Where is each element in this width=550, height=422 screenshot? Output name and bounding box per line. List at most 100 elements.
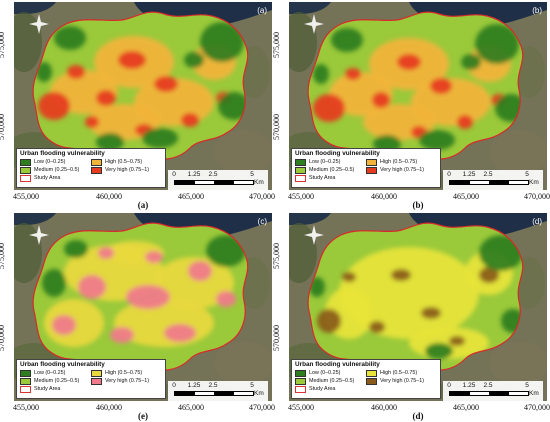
x-tick-label: 460,000 [96, 192, 122, 201]
x-tick-label: 465,000 [453, 403, 479, 412]
vulnerability-map [14, 2, 272, 190]
scale-tick: 1.25 [462, 171, 476, 178]
legend-study-area: Study Area [309, 386, 336, 392]
x-tick-label: 470,000 [249, 192, 275, 201]
scale-tick: 0 [447, 171, 451, 178]
legend-title: Urban flooding vulnerability [295, 150, 380, 157]
legend-low: Low (0–0.25) [309, 370, 341, 376]
x-tick-label: 455,000 [288, 403, 314, 412]
y-tick-label: 575,000 [272, 243, 281, 269]
panel-caption: (a) [137, 200, 149, 210]
x-tick-label: 455,000 [13, 403, 39, 412]
panel-label: (b) [532, 6, 542, 15]
panel-label: (d) [532, 217, 542, 226]
map-panel-c: (c) 575,000 570,000 455,000 460,000 465,… [0, 211, 275, 422]
legend-swatch-high [366, 369, 377, 377]
y-tick-label: 570,000 [0, 325, 6, 351]
legend-medium: Medium (0.25–0.5) [34, 378, 80, 384]
scale-tick: 2.5 [483, 171, 493, 178]
legend-high: High (0.5–0.75) [105, 370, 143, 376]
legend-swatch-study-area [20, 385, 31, 393]
scale-unit: Km [254, 179, 264, 186]
map-legend: Urban flooding vulnerability Low (0–0.25… [291, 148, 441, 188]
scale-unit: Km [529, 390, 539, 397]
x-tick-label: 470,000 [524, 403, 550, 412]
scale-tick: 2.5 [208, 382, 218, 389]
legend-swatch-study-area [295, 385, 306, 393]
legend-swatch-low [20, 158, 31, 166]
x-tick-label: 465,000 [178, 192, 204, 201]
scale-tick: 2.5 [208, 171, 218, 178]
y-tick-label: 570,000 [272, 325, 281, 351]
legend-swatch-low [295, 369, 306, 377]
y-tick-label: 570,000 [0, 114, 6, 140]
legend-medium: Medium (0.25–0.5) [34, 167, 80, 173]
panel-caption: (b) [412, 200, 424, 210]
legend-swatch-high [91, 369, 102, 377]
panel-label: (a) [257, 6, 267, 15]
legend-high: High (0.5–0.75) [380, 370, 418, 376]
legend-swatch-medium [295, 377, 306, 385]
legend-very-high: Very high (0.75–1) [105, 378, 150, 384]
scale-unit: Km [254, 390, 264, 397]
legend-swatch-study-area [295, 174, 306, 182]
legend-swatch-low [20, 369, 31, 377]
map-panel-a: (a) 575,000 570,000 455,000 460,000 465,… [0, 0, 275, 211]
legend-swatch-high [366, 158, 377, 166]
x-tick-label: 460,000 [371, 403, 397, 412]
legend-swatch-very-high [366, 377, 377, 385]
legend-study-area: Study Area [34, 175, 61, 181]
scale-tick: 5 [250, 382, 254, 389]
scale-bar: 0 1.25 2.5 5 Km [443, 381, 543, 401]
x-tick-label: 460,000 [371, 192, 397, 201]
legend-low: Low (0–0.25) [34, 370, 66, 376]
legend-title: Urban flooding vulnerability [295, 361, 380, 368]
legend-low: Low (0–0.25) [34, 159, 66, 165]
x-tick-label: 470,000 [524, 192, 550, 201]
legend-medium: Medium (0.25–0.5) [309, 378, 355, 384]
legend-swatch-study-area [20, 174, 31, 182]
map-legend: Urban flooding vulnerability Low (0–0.25… [16, 148, 166, 188]
map-panel-d: (d) 575,000 570,000 455,000 460,000 465,… [272, 211, 550, 422]
legend-study-area: Study Area [309, 175, 336, 181]
panel-caption: (e) [138, 411, 148, 421]
scale-tick: 5 [525, 171, 529, 178]
y-tick-label: 570,000 [272, 114, 281, 140]
scale-tick: 0 [172, 171, 176, 178]
legend-swatch-medium [20, 166, 31, 174]
x-tick-label: 460,000 [96, 403, 122, 412]
legend-swatch-medium [20, 377, 31, 385]
y-tick-label: 575,000 [0, 32, 6, 58]
legend-very-high: Very high (0.75–1) [105, 167, 150, 173]
scale-tick: 2.5 [483, 382, 493, 389]
y-tick-label: 575,000 [272, 32, 281, 58]
scale-tick: 5 [525, 382, 529, 389]
legend-swatch-low [295, 158, 306, 166]
scale-tick: 1.25 [462, 382, 476, 389]
legend-very-high: Very high (0.75–1) [380, 378, 425, 384]
legend-high: High (0.5–0.75) [105, 159, 143, 165]
vulnerability-map [14, 213, 272, 401]
x-tick-label: 455,000 [13, 192, 39, 201]
legend-swatch-high [91, 158, 102, 166]
legend-high: High (0.5–0.75) [380, 159, 418, 165]
legend-swatch-very-high [91, 166, 102, 174]
legend-title: Urban flooding vulnerability [20, 150, 105, 157]
legend-swatch-medium [295, 166, 306, 174]
legend-low: Low (0–0.25) [309, 159, 341, 165]
scale-tick: 5 [250, 171, 254, 178]
x-tick-label: 455,000 [288, 192, 314, 201]
map-panel-b: (b) 575,000 570,000 455,000 460,000 465,… [272, 0, 550, 211]
legend-medium: Medium (0.25–0.5) [309, 167, 355, 173]
scale-tick: 1.25 [187, 171, 201, 178]
map-legend: Urban flooding vulnerability Low (0–0.25… [291, 359, 441, 399]
y-tick-label: 575,000 [0, 243, 6, 269]
legend-swatch-very-high [366, 166, 377, 174]
map-legend: Urban flooding vulnerability Low (0–0.25… [16, 359, 166, 399]
legend-very-high: Very high (0.75–1) [380, 167, 425, 173]
panel-label: (c) [257, 217, 267, 226]
scale-bar: 0 1.25 2.5 5 Km [443, 170, 543, 190]
scale-tick: 0 [447, 382, 451, 389]
x-tick-label: 465,000 [178, 403, 204, 412]
legend-study-area: Study Area [34, 386, 61, 392]
